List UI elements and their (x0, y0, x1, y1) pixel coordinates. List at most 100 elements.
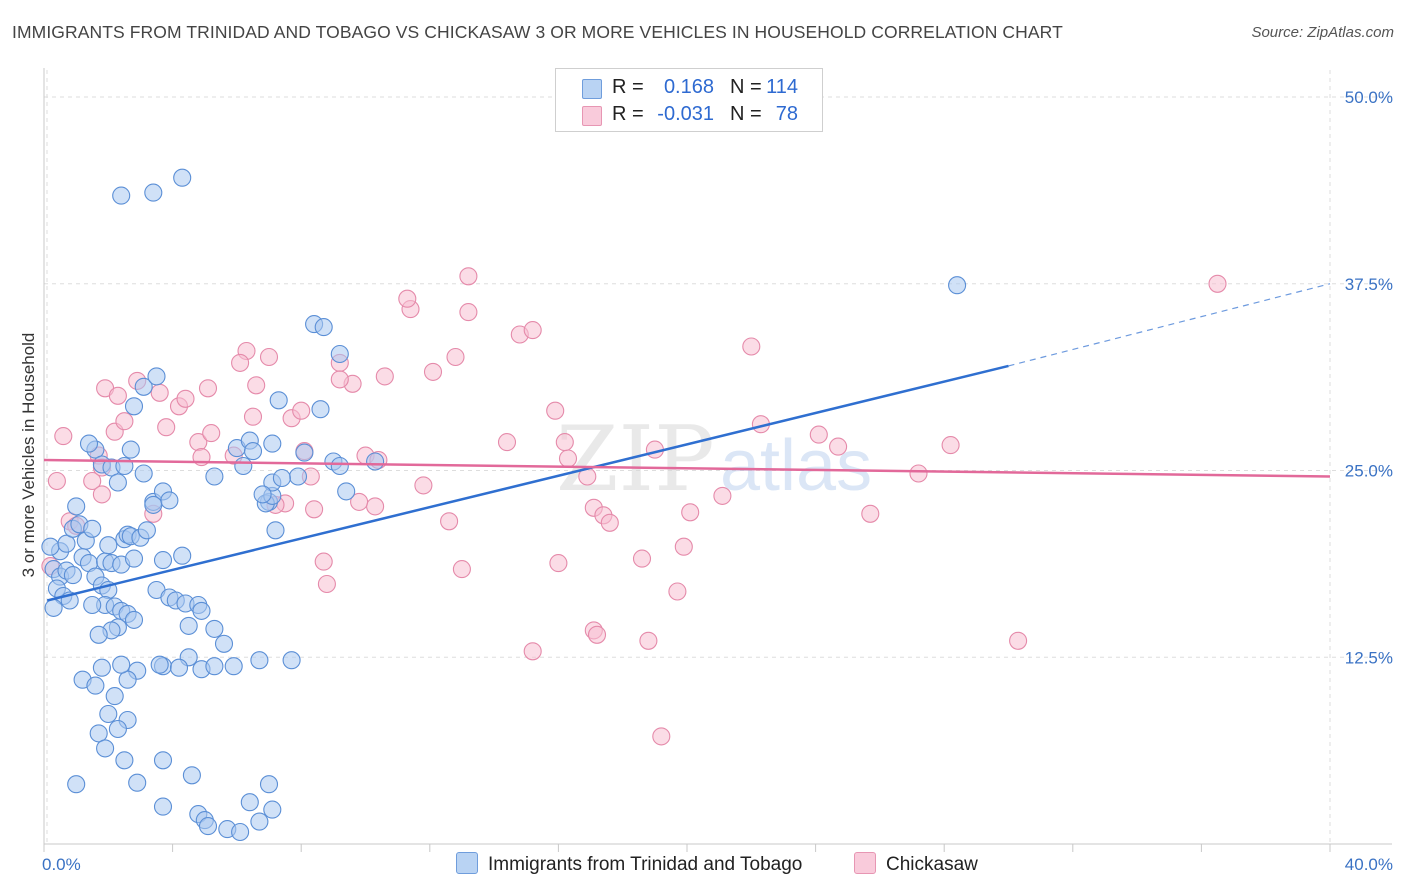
chickasaw-point-55 (713, 486, 732, 505)
chickasaw-point-69 (366, 497, 385, 516)
trinidad-point-126 (272, 468, 291, 488)
chickasaw-point-70 (314, 552, 333, 571)
blue-swatch (582, 79, 602, 99)
chickasaw-point-18 (176, 389, 195, 408)
chickasaw-point-49 (600, 513, 619, 532)
watermark-atlas: atlas (720, 426, 872, 506)
chickasaw-point-65 (330, 370, 349, 389)
legend-item-chickasaw[interactable]: Chickasaw (854, 852, 978, 876)
trinidad-point-83 (67, 775, 86, 794)
trinidad-point-62 (192, 601, 211, 620)
trinidad-point-123 (948, 276, 967, 295)
trinidad-point-112 (314, 318, 333, 337)
chickasaw-point-60 (861, 504, 880, 523)
trinidad-point-25 (124, 610, 144, 629)
chickasaw-point-40 (446, 347, 465, 367)
chickasaw-point-64 (1208, 274, 1227, 293)
legend-label-chickasaw: Chickasaw (886, 854, 978, 875)
trinidad-point-50 (134, 464, 153, 483)
trinidad-point-89 (231, 822, 250, 842)
r-value: 0.168 (663, 76, 714, 98)
x-tick-label-min: 0.0% (42, 855, 81, 874)
trinidad-point-44 (108, 473, 127, 492)
chickasaw-point-19 (198, 379, 218, 398)
chickasaw-point-43 (523, 321, 542, 340)
axes (43, 68, 1392, 852)
chickasaw-point-72 (452, 560, 471, 579)
trinidad-point-82 (153, 751, 173, 770)
trinidad-point-91 (250, 812, 269, 831)
chickasaw-point-12 (115, 412, 134, 431)
trinidad-point-81 (115, 751, 134, 770)
chickasaw-point-56 (742, 337, 761, 356)
y-tick-label-2: 37.5% (1345, 275, 1393, 294)
trinidad-point-108 (269, 391, 288, 410)
legend-swatch-pink (854, 852, 876, 874)
stats-row-trinidad: R = 0.168 N = 114 (556, 74, 822, 102)
trinidad-point-71 (112, 655, 131, 674)
chickasaw-point-50 (632, 549, 652, 568)
trinidad-point-119 (288, 467, 308, 486)
legend: Immigrants from Trinidad and Tobago Chic… (0, 850, 1406, 878)
chickasaw-point-83 (398, 289, 417, 308)
trinidad-point-93 (259, 775, 279, 794)
chickasaw-point-2 (54, 427, 73, 446)
trinidad-point-75 (105, 687, 124, 706)
chickasaw-point-59 (829, 437, 848, 456)
n-label: N = (730, 103, 762, 125)
chickasaw-point-79 (317, 574, 336, 594)
trinidad-point-98 (224, 657, 243, 676)
r-value: -0.031 (657, 103, 714, 125)
chickasaw-point-58 (809, 425, 828, 444)
trinidad-point-105 (234, 456, 253, 476)
trinidad-point-80 (96, 739, 115, 758)
trinidad-trend-extension (1008, 283, 1331, 367)
stats-legend-box: R = 0.168 N = 114 R = -0.031 N = 78 (555, 68, 823, 132)
tick-labels: 12.5% 25.0% 37.5% 50.0% 0.0% 40.0% (42, 88, 1393, 874)
chickasaw-point-68 (440, 512, 459, 531)
chickasaw-points (41, 267, 1227, 746)
trend-lines (43, 283, 1331, 602)
trinidad-point-128 (282, 651, 301, 670)
chickasaw-point-45 (558, 449, 578, 468)
trinidad-point-72 (92, 658, 111, 677)
trinidad-point-48 (147, 367, 166, 386)
chickasaw-point-39 (423, 362, 443, 381)
trinidad-point-56 (153, 551, 173, 570)
trinidad-point-29 (83, 595, 102, 615)
watermark: ZIP atlas (556, 407, 872, 512)
trinidad-point-70 (118, 670, 137, 689)
chickasaw-point-25 (243, 407, 263, 426)
chickasaw-point-61 (909, 464, 928, 483)
trinidad-trend-line (46, 364, 1009, 602)
trinidad-point-116 (263, 434, 282, 453)
trinidad-point-74 (86, 676, 105, 695)
chickasaw-point-82 (549, 554, 568, 573)
trinidad-point-107 (243, 442, 263, 461)
chickasaw-trend-line (43, 458, 1331, 478)
chickasaw-point-26 (259, 347, 279, 367)
chickasaw-point-44 (546, 401, 565, 420)
chickasaw-point-62 (941, 436, 960, 455)
chickasaw-point-53 (668, 582, 687, 601)
chickasaw-point-29 (292, 401, 311, 420)
trinidad-point-28 (89, 625, 108, 644)
grid-lines (44, 70, 1392, 844)
trinidad-point-122 (173, 168, 192, 187)
chickasaw-point-15 (150, 383, 169, 402)
legend-item-trinidad[interactable]: Immigrants from Trinidad and Tobago (456, 852, 802, 876)
x-tick-label-max: 40.0% (1345, 855, 1393, 874)
trinidad-point-127 (295, 443, 314, 462)
chickasaw-point-41 (459, 303, 478, 322)
trinidad-point-53 (144, 495, 163, 514)
chickasaw-point-73 (523, 642, 542, 661)
chickasaw-point-81 (497, 433, 517, 452)
trinidad-point-68 (169, 658, 189, 677)
chickasaw-point-37 (375, 367, 394, 386)
trinidad-point-120 (112, 186, 131, 205)
trinidad-point-38 (124, 549, 144, 568)
trinidad-point-55 (173, 546, 192, 565)
trinidad-point-41 (79, 434, 99, 453)
trinidad-point-110 (330, 344, 349, 364)
